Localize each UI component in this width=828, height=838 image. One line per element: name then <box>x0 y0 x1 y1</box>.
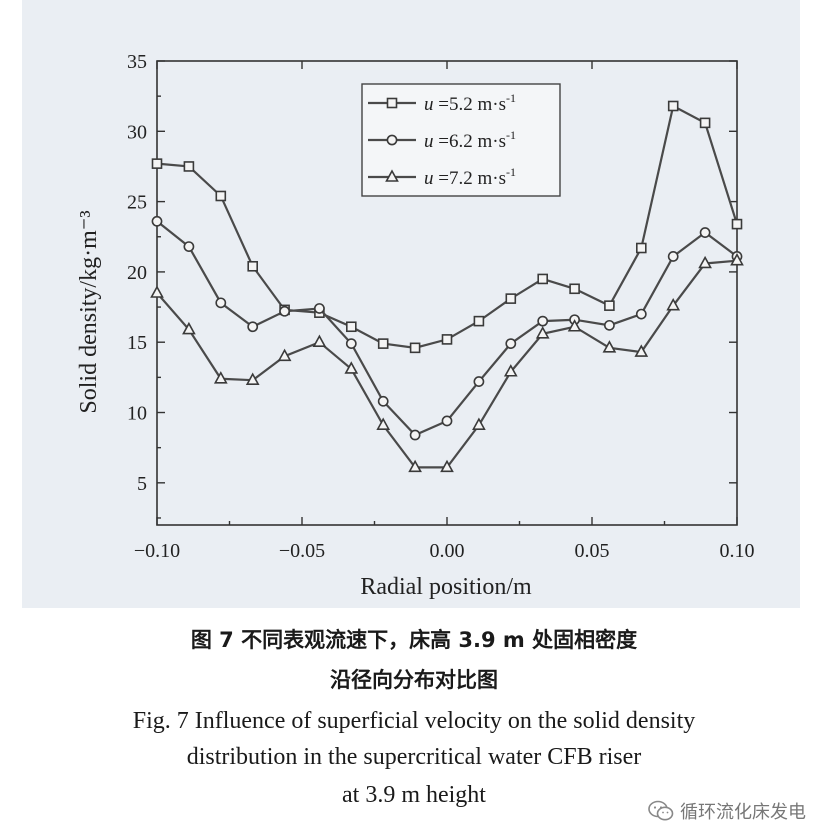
data-point-triangle <box>730 253 744 266</box>
data-point-circle <box>247 321 259 333</box>
x-tick-label: 0.05 <box>575 540 610 562</box>
data-point-circle <box>345 338 357 350</box>
data-point-triangle <box>385 169 399 182</box>
data-point-circle <box>441 415 453 427</box>
series-circle <box>151 215 743 441</box>
data-point-square <box>537 273 549 285</box>
data-point-triangle <box>182 321 196 335</box>
x-tick-label: −0.10 <box>134 540 180 562</box>
data-point-circle <box>473 376 485 387</box>
data-point-circle <box>635 308 647 320</box>
data-point-circle <box>215 297 227 309</box>
data-point-triangle <box>698 255 712 269</box>
data-point-triangle <box>213 371 228 384</box>
legend-label: u =5.2 m·s-1 <box>424 91 516 115</box>
caption-en-line-3: at 3.9 m height <box>342 782 486 808</box>
data-point-square <box>215 190 227 202</box>
series-triangle <box>150 253 744 473</box>
data-point-square <box>604 300 615 311</box>
caption-en-line-2: distribution in the supercritical water … <box>186 744 642 770</box>
legend-item: u =5.2 m·s-1 <box>368 91 516 115</box>
y-tick-label: 25 <box>127 192 147 214</box>
data-point-circle <box>699 227 711 238</box>
caption-cn-line-1: 图 7 不同表观流速下，床高 3.9 m 处固相密度 <box>190 628 638 652</box>
legend-item: u =7.2 m·s-1 <box>368 165 516 189</box>
data-point-triangle <box>344 361 359 374</box>
data-point-square <box>441 334 453 345</box>
series-line-circle <box>156 220 738 437</box>
data-point-square <box>569 283 580 295</box>
data-point-triangle <box>312 334 327 348</box>
data-point-triangle <box>472 417 486 430</box>
data-point-square <box>505 293 517 304</box>
data-point-square <box>183 161 195 172</box>
data-point-square <box>667 100 679 112</box>
data-point-square <box>386 97 398 109</box>
data-point-square <box>699 117 711 129</box>
data-point-triangle <box>277 348 292 362</box>
data-point-circle <box>151 215 163 227</box>
data-point-triangle <box>634 344 649 357</box>
data-point-square <box>473 315 485 327</box>
caption-cn-line-2: 沿径向分布对比图 <box>330 668 498 692</box>
series-line-triangle <box>156 259 738 469</box>
x-tick-label: 0.10 <box>720 540 755 562</box>
data-point-square <box>151 158 163 169</box>
data-point-triangle <box>535 326 550 339</box>
legend-label: u =6.2 m·s-1 <box>424 128 516 152</box>
data-point-square <box>635 242 647 254</box>
data-point-triangle <box>440 459 454 473</box>
data-point-circle <box>279 305 290 317</box>
data-point-square <box>377 338 389 349</box>
data-point-circle <box>313 303 325 314</box>
x-tick-label: 0.00 <box>430 540 465 562</box>
data-point-square <box>731 218 743 230</box>
data-point-triangle <box>376 417 391 430</box>
data-point-triangle <box>503 364 518 377</box>
legend-item: u =6.2 m·s-1 <box>368 128 516 152</box>
series-layer <box>150 100 744 473</box>
watermark: 循环流化床发电 <box>648 798 806 824</box>
y-tick-label: 15 <box>127 332 147 354</box>
data-point-circle <box>604 319 615 331</box>
caption-en-line-1: Fig. 7 Influence of superficial velocity… <box>132 708 696 734</box>
y-tick-label: 35 <box>127 51 147 73</box>
data-point-circle <box>505 338 517 350</box>
data-point-triangle <box>150 285 164 298</box>
y-tick-label: 30 <box>127 121 147 143</box>
data-point-circle <box>537 315 549 327</box>
x-axis-title: Radial position/m <box>360 574 532 600</box>
watermark-text: 循环流化床发电 <box>680 802 806 823</box>
data-point-circle <box>409 429 421 441</box>
legend-label: u =7.2 m·s-1 <box>424 165 516 189</box>
data-point-triangle <box>245 372 260 385</box>
data-point-square <box>409 342 421 354</box>
line-chart: 5 10 15 20 25 30 35 −0.10 −0.05 0.00 0.05 0.10 u =5… <box>76 51 755 600</box>
data-point-triangle <box>408 459 422 473</box>
data-point-triangle <box>666 297 681 311</box>
y-tick-label: 20 <box>127 262 147 284</box>
data-point-circle <box>377 395 389 407</box>
series-square <box>151 100 743 354</box>
data-point-circle <box>183 241 195 252</box>
y-tick-label: 10 <box>127 403 147 425</box>
data-point-circle <box>386 134 398 146</box>
axes: 5 10 15 20 25 30 35 −0.10 −0.05 0.00 0.05 0.10 <box>127 51 755 562</box>
y-axis-title: Solid density/kg·m⁻³ <box>76 210 102 413</box>
data-point-square <box>247 260 258 272</box>
data-point-circle <box>667 251 679 262</box>
data-point-triangle <box>567 319 582 332</box>
data-point-square <box>345 321 357 333</box>
y-tick-label: 5 <box>137 473 147 495</box>
data-point-triangle <box>602 340 617 353</box>
wechat-icon <box>648 800 674 821</box>
x-tick-label: −0.05 <box>279 540 325 562</box>
legend: u =5.2 m·s-1 u =6.2 m·s-1 u =7.2 m·s-1 <box>361 83 561 197</box>
